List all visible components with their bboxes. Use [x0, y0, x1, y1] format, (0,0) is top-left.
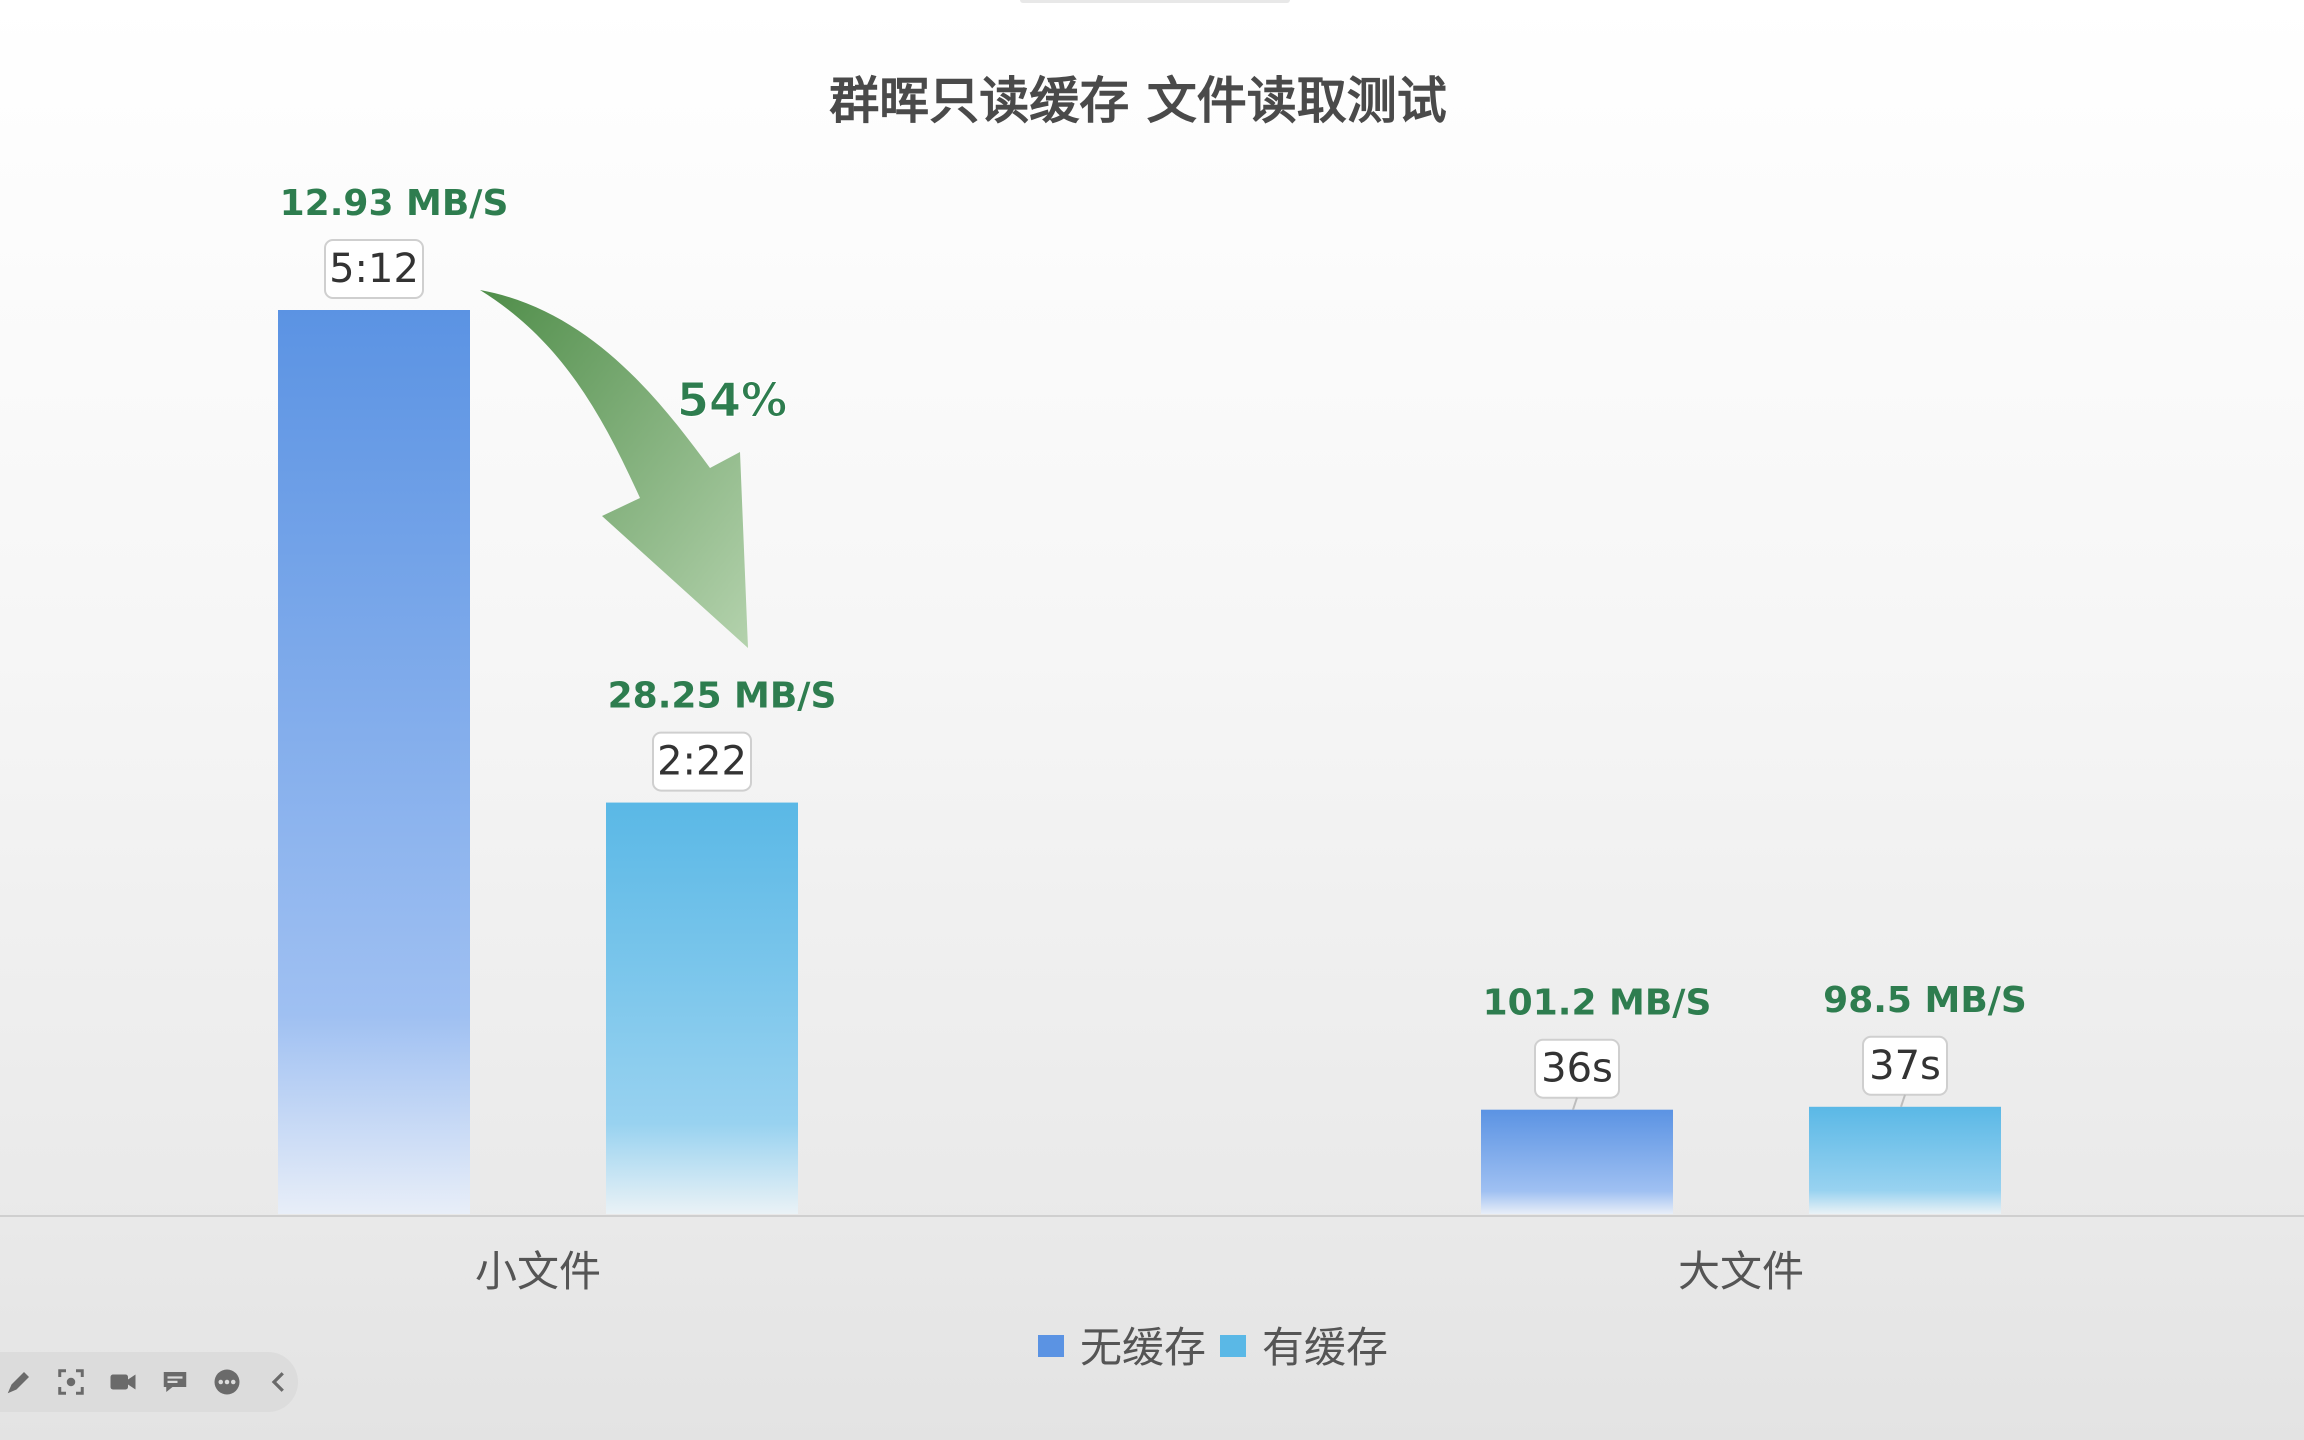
legend-label: 无缓存 [1080, 1323, 1206, 1372]
speed-label: 12.93 MB/S [280, 183, 509, 224]
annotation-percent: 54% [677, 373, 787, 427]
bar-with-cache-small [606, 802, 798, 1214]
speed-label: 28.25 MB/S [608, 676, 837, 717]
pen-icon[interactable] [0, 1362, 38, 1402]
collapse-icon[interactable] [260, 1362, 298, 1402]
legend: 无缓存 有缓存 [1038, 1323, 1388, 1372]
time-label: 37s [1869, 1043, 1941, 1089]
bar-no-cache-large [1481, 1109, 1673, 1214]
time-label-box [652, 731, 752, 792]
x-tick-label: 小文件 [475, 1247, 601, 1296]
annotation-arrow-icon [480, 290, 748, 648]
x-tick-label: 大文件 [1678, 1247, 1804, 1296]
time-label-leader [1900, 1094, 1906, 1108]
video-icon[interactable] [104, 1362, 142, 1402]
time-label-box [324, 239, 424, 299]
bar-no-cache-small [278, 310, 470, 1214]
bar-with-cache-large [1809, 1106, 2001, 1214]
more-icon[interactable] [208, 1362, 246, 1402]
legend-swatch [1220, 1335, 1246, 1357]
legend-label: 有缓存 [1262, 1323, 1388, 1372]
speed-label: 101.2 MB/S [1483, 983, 1712, 1024]
screenshot-icon[interactable] [52, 1362, 90, 1402]
legend-swatch [1038, 1335, 1064, 1357]
time-label: 5:12 [329, 246, 419, 292]
floating-toolbar [0, 1352, 298, 1412]
time-label: 2:22 [657, 739, 747, 785]
time-label: 36s [1541, 1046, 1613, 1092]
speed-label: 98.5 MB/S [1823, 980, 2027, 1021]
comment-icon[interactable] [156, 1362, 194, 1402]
top-edge-handle [1020, 0, 1290, 3]
chart-title: 群晖只读缓存 文件读取测试 [829, 72, 1446, 130]
time-label-leader [1572, 1097, 1578, 1111]
